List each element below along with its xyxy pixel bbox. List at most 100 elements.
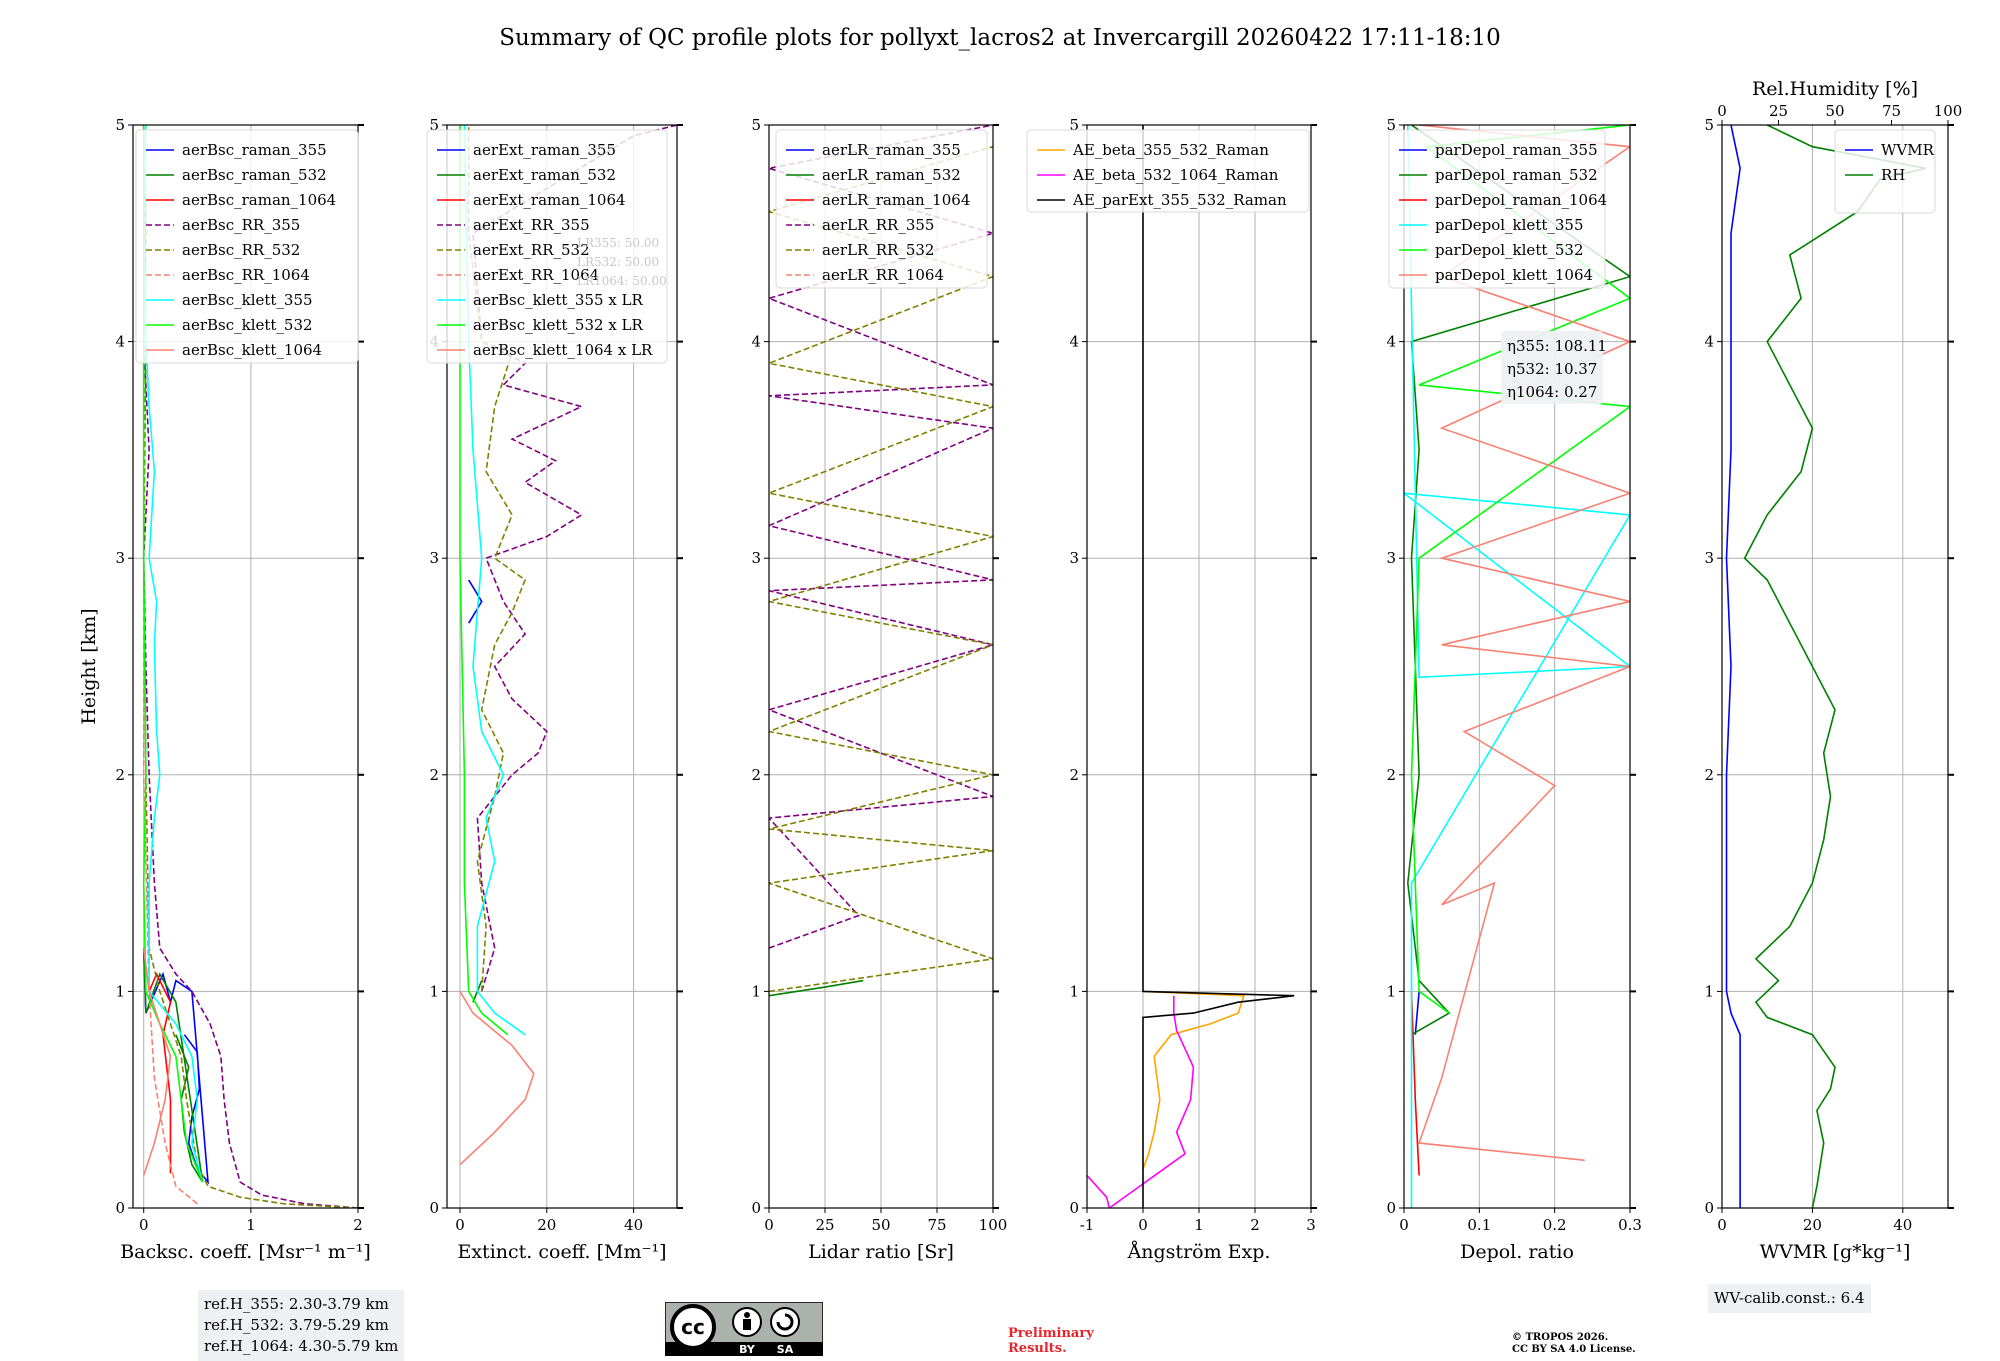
preliminary-line-1: Preliminary — [1008, 1326, 1094, 1341]
wv-calib-constant: WV-calib.const.: 6.4 — [1714, 1289, 1865, 1307]
y-tick-label: 2 — [115, 766, 125, 784]
series-line-aerBsc_raman_532 — [142, 948, 204, 1183]
series-group — [1725, 125, 1926, 1208]
x2-axis-label: Rel.Humidity [%] — [1752, 78, 1918, 100]
x-tick-label: 0 — [1717, 1216, 1727, 1234]
y-tick-label: 1 — [1704, 982, 1714, 1000]
eta-note: η532: 10.37 — [1507, 360, 1597, 378]
y-tick-label: 1 — [1386, 982, 1396, 1000]
y-tick-label: 2 — [751, 766, 761, 784]
x-axis-label: Lidar ratio [Sr] — [808, 1241, 954, 1263]
y-tick-label: 1 — [751, 982, 761, 1000]
legend-label: aerBsc_RR_1064 — [182, 266, 310, 284]
x-axis-label: Extinct. coeff. [Mm⁻¹] — [457, 1241, 666, 1263]
series-line-parDepol_klett_1064 — [1418, 125, 1630, 1162]
y-tick-label: 5 — [1069, 116, 1079, 134]
ref-height-532: ref.H_532: 3.79-5.29 km — [204, 1316, 389, 1334]
sa-label: SA — [777, 1343, 794, 1356]
legend-label: aerExt_raman_532 — [473, 166, 616, 184]
legend-label: aerLR_RR_355 — [822, 216, 934, 234]
legend-label: aerBsc_klett_355 — [182, 291, 313, 309]
ref-height-355: ref.H_355: 2.30-3.79 km — [204, 1295, 389, 1313]
legend-label: aerLR_raman_532 — [822, 166, 961, 184]
legend-label: aerBsc_klett_1064 — [182, 341, 322, 359]
series-line-parDepol_raman_355 — [1414, 991, 1420, 1035]
series-group — [769, 125, 993, 997]
legend-label: aerBsc_klett_355 x LR — [473, 291, 644, 309]
legend-label: parDepol_raman_1064 — [1435, 191, 1607, 209]
legend-label: aerExt_RR_355 — [473, 216, 590, 234]
y-tick-label: 1 — [115, 982, 125, 1000]
y-tick-label: 4 — [1069, 333, 1079, 351]
y-tick-label: 3 — [1704, 549, 1714, 567]
y-tick-label: 0 — [115, 1199, 125, 1217]
legend-label: aerLR_RR_1064 — [822, 266, 944, 284]
y-tick-label: 2 — [429, 766, 439, 784]
legend-label: parDepol_klett_355 — [1435, 216, 1584, 234]
x-tick-label: 25 — [815, 1216, 834, 1234]
axes-frame — [446, 124, 678, 1209]
y-axis-label: Height [km] — [78, 608, 100, 724]
x-tick-label: 2 — [1250, 1216, 1260, 1234]
legend-label: parDepol_raman_532 — [1435, 166, 1598, 184]
legend-label: aerBsc_RR_355 — [182, 216, 300, 234]
series-line-aerLR_raman_532 — [769, 979, 864, 997]
x2-tick-label: 50 — [1825, 102, 1844, 120]
legend-label: aerBsc_raman_532 — [182, 166, 327, 184]
x-tick-label: 20 — [537, 1216, 556, 1234]
x2-tick-label: 0 — [1717, 102, 1727, 120]
y-tick-label: 2 — [1704, 766, 1714, 784]
x-tick-label: 20 — [1803, 1216, 1822, 1234]
series-line-aerBsc_RR_1064 — [142, 125, 198, 1205]
legend-box — [135, 129, 359, 364]
y-tick-label: 0 — [1069, 1199, 1079, 1217]
x-tick-label: 0 — [1138, 1216, 1148, 1234]
series-line-AE_beta_355_532_Raman — [1142, 990, 1245, 1170]
x-tick-label: 2 — [353, 1216, 363, 1234]
legend-label: WVMR — [1881, 141, 1935, 159]
y-tick-label: 4 — [1386, 333, 1396, 351]
x2-tick-label: 25 — [1769, 102, 1788, 120]
cc-license-badge: cc BY SA — [665, 1302, 823, 1356]
axes-frame — [1403, 124, 1631, 1209]
legend-label: aerExt_raman_1064 — [473, 191, 626, 209]
legend-box — [1026, 129, 1310, 213]
legend-label: parDepol_klett_532 — [1435, 241, 1584, 259]
series-line-aerBsc_raman_355 — [142, 948, 210, 1185]
figure: Summary of QC profile plots for pollyxt_… — [78, 25, 1962, 1263]
legend-label: parDepol_raman_355 — [1435, 141, 1598, 159]
legend-label: aerExt_raman_355 — [473, 141, 616, 159]
y-tick-label: 4 — [115, 333, 125, 351]
x-tick-label: 75 — [927, 1216, 946, 1234]
lidar-ratio-note: LR355: 50.00 — [577, 236, 659, 250]
legend-label: AE_beta_532_1064_Raman — [1072, 166, 1279, 184]
x-tick-label: 50 — [871, 1216, 890, 1234]
lidar-ratio-note: LR1064: 50.00 — [577, 274, 667, 288]
series-line-AE_parExt_355_532_Raman — [1142, 125, 1295, 1208]
legend-label: aerExt_RR_532 — [473, 241, 590, 259]
x-axis-label: Ångström Exp. — [1127, 1241, 1271, 1263]
series-line-WVMR — [1725, 125, 1741, 1208]
x-axis-label: WVMR [g*kg⁻¹] — [1760, 1241, 1911, 1263]
legend-label: aerLR_raman_1064 — [822, 191, 970, 209]
y-tick-label: 5 — [429, 116, 439, 134]
lidar-ratio-note: LR532: 50.00 — [577, 255, 659, 269]
legend-label: aerBsc_klett_532 — [182, 316, 313, 334]
x-tick-label: 0 — [455, 1216, 465, 1234]
y-tick-label: 3 — [429, 549, 439, 567]
legend-box — [775, 129, 988, 289]
series-line-aerBsc_klett_355 — [142, 125, 204, 1183]
y-tick-label: 1 — [1069, 982, 1079, 1000]
eta-note: η355: 108.11 — [1507, 337, 1607, 355]
y-tick-label: 3 — [1386, 549, 1396, 567]
y-tick-label: 0 — [1704, 1199, 1714, 1217]
by-label: BY — [739, 1343, 756, 1356]
x-tick-label: 0 — [1399, 1216, 1409, 1234]
axes-frame — [1721, 124, 1949, 1209]
copyright-line-1: © TROPOS 2026. — [1512, 1332, 1609, 1343]
y-tick-label: 4 — [1704, 333, 1714, 351]
eta-note: η1064: 0.27 — [1507, 383, 1597, 401]
legend-label: AE_beta_355_532_Raman — [1072, 141, 1269, 159]
series-line-aerExt_raman_355 — [468, 579, 483, 624]
